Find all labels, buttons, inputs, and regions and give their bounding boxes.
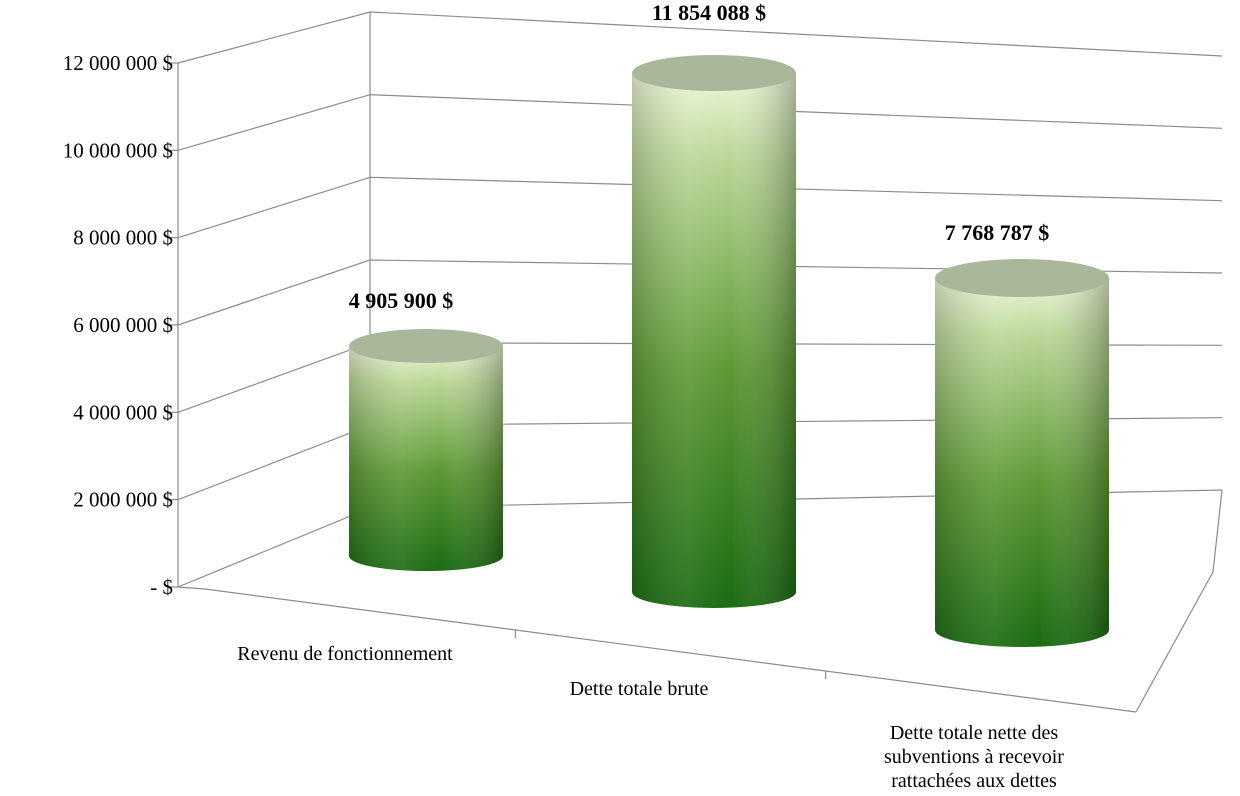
x-category-label-line: subventions à recevoir [884, 746, 1064, 768]
y-tick-label: - $ [150, 575, 173, 599]
bar-top-cap [349, 329, 503, 363]
x-category-label: Revenu de fonctionnement [237, 643, 453, 665]
bars [349, 55, 1109, 647]
y-tick-label: 4 000 000 $ [73, 400, 173, 424]
bar-shading [349, 346, 503, 571]
x-category-label-line: Dette totale brute [570, 678, 709, 700]
bar-top-cap [632, 55, 796, 91]
data-label: 4 905 900 $ [349, 288, 454, 313]
axes [171, 12, 1223, 713]
data-label: 11 854 088 $ [652, 0, 766, 25]
bar-shading [632, 73, 796, 608]
labels: - $ 2 000 000 $ 4 000 000 $ 6 000 000 $ 8 00… [63, 0, 1065, 792]
y-tick-label: 8 000 000 $ [73, 226, 173, 250]
data-label: 7 768 787 $ [945, 220, 1050, 245]
bar-cylinder [935, 259, 1109, 647]
bar-top-cap [935, 259, 1109, 297]
bar-cylinder [632, 55, 796, 608]
floor-side-edge [1135, 571, 1214, 713]
bar-shading [935, 278, 1109, 647]
x-axis-line [204, 588, 1137, 713]
y-tick-label: 10 000 000 $ [63, 138, 173, 162]
x-axis-corner [177, 586, 206, 590]
floor-right-edge [1212, 489, 1223, 573]
bar-cylinder [349, 329, 503, 571]
x-category-label: Dette totale brute [570, 678, 709, 700]
x-category-label-line: Revenu de fonctionnement [237, 643, 453, 665]
y-tick-label: 6 000 000 $ [73, 313, 173, 337]
y-tick-label: 12 000 000 $ [63, 51, 173, 75]
x-category-label: Dette totale nette des subventions à rece… [884, 722, 1064, 792]
x-category-label-line: Dette totale nette des [890, 722, 1058, 744]
x-category-label-line: rattachées aux dettes [891, 770, 1057, 792]
y-tick-label: 2 000 000 $ [73, 488, 173, 512]
